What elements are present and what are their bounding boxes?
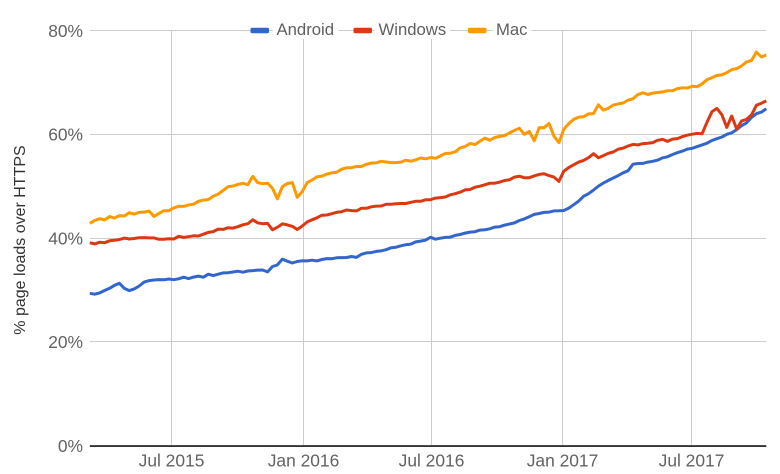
svg-text:60%: 60% xyxy=(48,125,83,145)
svg-text:Jul 2015: Jul 2015 xyxy=(139,451,205,471)
svg-text:0%: 0% xyxy=(58,436,83,456)
svg-text:Mac: Mac xyxy=(496,20,528,39)
svg-text:Jan 2017: Jan 2017 xyxy=(527,451,599,471)
svg-text:Jul 2017: Jul 2017 xyxy=(659,451,725,471)
svg-text:Android: Android xyxy=(277,20,335,39)
svg-text:Jan 2016: Jan 2016 xyxy=(268,451,340,471)
svg-text:80%: 80% xyxy=(48,21,83,41)
svg-text:40%: 40% xyxy=(48,228,83,248)
svg-text:20%: 20% xyxy=(48,332,83,352)
svg-text:Windows: Windows xyxy=(379,20,447,39)
svg-text:% page loads over HTTPS: % page loads over HTTPS xyxy=(12,145,29,334)
svg-text:Jul 2016: Jul 2016 xyxy=(399,451,465,471)
